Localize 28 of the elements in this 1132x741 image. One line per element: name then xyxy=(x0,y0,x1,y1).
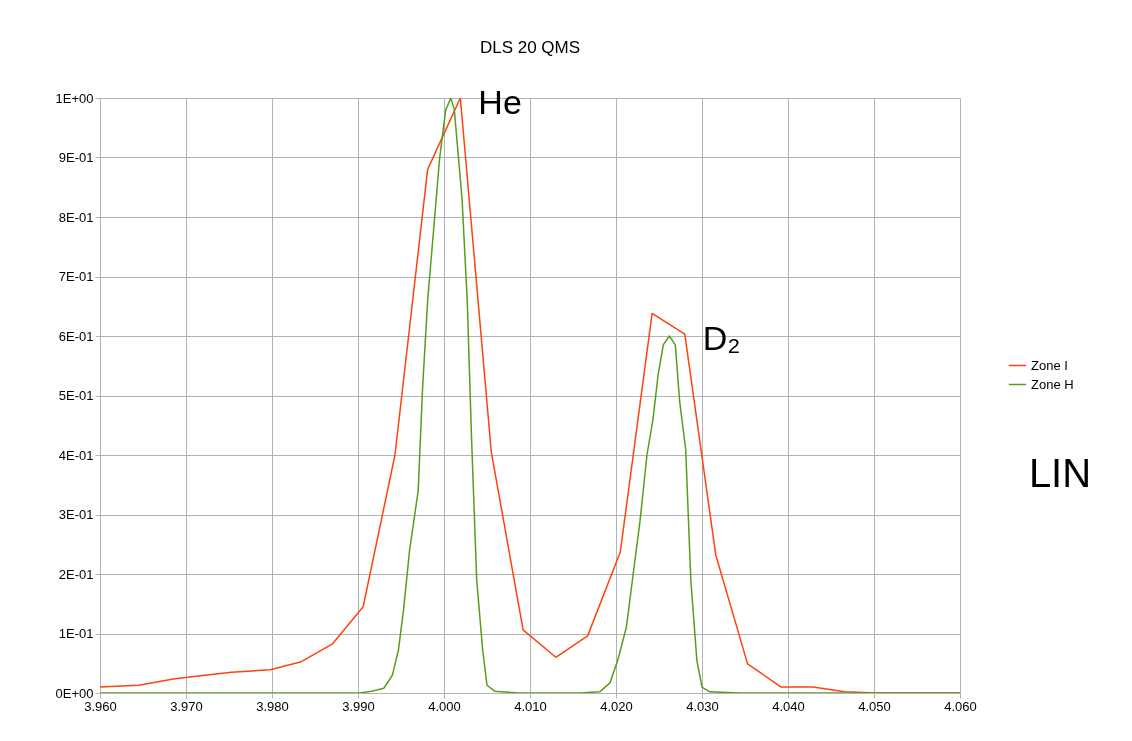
y-tick-label: 8E-01 xyxy=(58,209,94,225)
x-tick-label: 3.960 xyxy=(84,698,117,714)
x-tick-label: 4.000 xyxy=(428,698,461,714)
legend-label: Zone H xyxy=(1031,376,1074,392)
x-tick-label: 4.020 xyxy=(600,698,633,714)
x-tick-label: 3.970 xyxy=(170,698,203,714)
y-tick-label: 4E-01 xyxy=(58,447,94,463)
legend-label: Zone I xyxy=(1031,357,1068,373)
x-tick-label: 4.060 xyxy=(944,698,977,714)
x-tick-label: 4.010 xyxy=(514,698,547,714)
annotation: He xyxy=(478,83,522,121)
y-tick-label: 7E-01 xyxy=(58,269,94,284)
y-tick-label: 3E-01 xyxy=(58,507,94,522)
x-tick-label: 3.990 xyxy=(342,698,375,714)
y-tick-label: 6E-01 xyxy=(58,328,94,344)
y-tick-label: 2E-01 xyxy=(58,566,94,582)
x-tick-label: 4.040 xyxy=(772,698,805,714)
y-tick-label: 1E-01 xyxy=(58,626,94,641)
x-tick-label: 3.980 xyxy=(256,698,289,714)
annotation: D₂ xyxy=(702,319,741,358)
x-tick-label: 4.030 xyxy=(686,698,719,714)
x-tick-label: 4.050 xyxy=(858,698,891,714)
y-tick-label: 0E+00 xyxy=(55,685,94,701)
chart-title: DLS 20 QMS xyxy=(479,38,581,57)
y-tick-label: 1E+00 xyxy=(55,90,94,106)
text: LIN xyxy=(1028,451,1092,495)
y-tick-label: 5E-01 xyxy=(58,388,94,403)
y-tick-label: 9E-01 xyxy=(58,150,94,165)
